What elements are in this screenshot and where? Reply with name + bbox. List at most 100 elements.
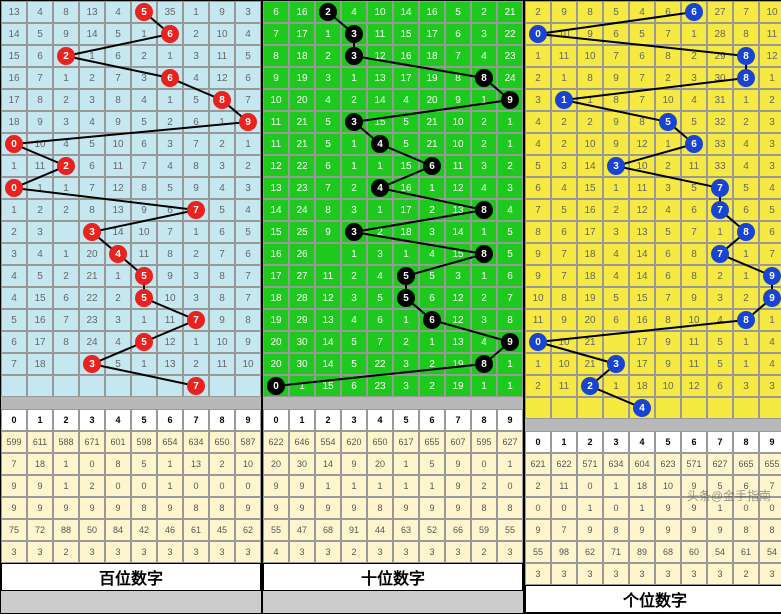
stat-cell: 63 [393, 519, 419, 541]
cell: 5 [497, 221, 523, 243]
trend-ball: 5 [397, 289, 415, 307]
stat-cell: 68 [655, 541, 681, 563]
stat-cell: 8 [733, 519, 759, 541]
cell: 15 [393, 155, 419, 177]
stat-cell: 620 [341, 431, 367, 453]
stat-header: 2 [315, 409, 341, 431]
stat-cell: 3 [315, 541, 341, 563]
stat-header: 0 [263, 409, 289, 431]
cell: 6 [209, 221, 235, 243]
cell: 11 [315, 265, 341, 287]
stats-block: 0123456789599611588671601598654634650587… [1, 409, 261, 563]
cell: 11 [759, 23, 781, 45]
cell: 21 [79, 265, 105, 287]
cell [733, 397, 759, 419]
stat-cell: 3 [629, 563, 655, 585]
cell: 5 [629, 23, 655, 45]
cell: 1 [183, 331, 209, 353]
cell: 2 [157, 111, 183, 133]
stat-cell: 9 [577, 519, 603, 541]
cell: 19 [445, 375, 471, 397]
cell: 4 [629, 1, 655, 23]
cell: 6 [315, 155, 341, 177]
cell: 1 [53, 243, 79, 265]
cell: 8 [209, 287, 235, 309]
cell: 8 [53, 1, 79, 23]
cell: 2 [341, 89, 367, 111]
cell: 12 [315, 287, 341, 309]
cell: 1 [655, 133, 681, 155]
stat-cell: 30 [289, 453, 315, 475]
cell: 5 [551, 199, 577, 221]
cell: 27 [289, 265, 315, 287]
trend-ball: 2 [581, 377, 599, 395]
cell: 1 [733, 331, 759, 353]
cell [1, 375, 27, 397]
cell: 9 [183, 177, 209, 199]
cell: 10 [367, 1, 393, 23]
cell: 7 [525, 199, 551, 221]
cell: 12 [759, 45, 781, 67]
stat-cell: 18 [27, 453, 53, 475]
cell: 3 [341, 287, 367, 309]
cell: 3 [209, 155, 235, 177]
trend-ball: 9 [239, 113, 257, 131]
cell: 5 [655, 221, 681, 243]
stat-cell: 9 [27, 497, 53, 519]
stat-cell: 8 [497, 497, 523, 519]
cell: 11 [551, 375, 577, 397]
cell: 6 [53, 287, 79, 309]
cell [603, 397, 629, 419]
cell: 5 [733, 177, 759, 199]
trend-ball: 5 [135, 267, 153, 285]
cell: 2 [759, 89, 781, 111]
trend-ball: 0 [5, 179, 23, 197]
cell: 6 [341, 375, 367, 397]
cell: 1 [759, 67, 781, 89]
stat-header: 5 [131, 409, 157, 431]
stat-cell: 72 [27, 519, 53, 541]
cell: 11 [681, 331, 707, 353]
trend-ball: 3 [83, 355, 101, 373]
cell: 4 [1, 265, 27, 287]
stat-cell: 8 [105, 453, 131, 475]
stat-cell: 571 [577, 453, 603, 475]
cell: 6 [655, 1, 681, 23]
cell: 27 [707, 1, 733, 23]
cell [577, 397, 603, 419]
cell: 3 [79, 89, 105, 111]
stat-cell: 3 [1, 541, 27, 563]
cell: 20 [79, 243, 105, 265]
cell: 5 [603, 1, 629, 23]
trend-ball: 9 [763, 267, 781, 285]
cell: 3 [759, 375, 781, 397]
stat-cell: 4 [263, 541, 289, 563]
trend-ball: 3 [345, 47, 363, 65]
cell: 1 [367, 199, 393, 221]
stat-cell: 622 [551, 453, 577, 475]
cell: 3 [235, 177, 261, 199]
cell: 1 [497, 111, 523, 133]
cell: 10 [235, 353, 261, 375]
stat-cell: 1 [157, 453, 183, 475]
cell: 6 [603, 23, 629, 45]
cell: 10 [655, 89, 681, 111]
trend-ball: 7 [711, 179, 729, 197]
cell: 2 [471, 111, 497, 133]
stat-cell: 10 [655, 475, 681, 497]
cell [707, 397, 733, 419]
cell: 6 [525, 177, 551, 199]
cell: 1 [603, 177, 629, 199]
cell: 3 [105, 309, 131, 331]
cell: 11 [209, 353, 235, 375]
cell: 3 [157, 133, 183, 155]
stat-header: 2 [53, 409, 79, 431]
cell: 12 [209, 67, 235, 89]
stat-cell: 2 [53, 541, 79, 563]
cell: 8 [681, 243, 707, 265]
cell: 3 [393, 375, 419, 397]
cell: 21 [289, 133, 315, 155]
stat-cell: 0 [209, 475, 235, 497]
cell: 5 [1, 309, 27, 331]
stat-cell: 9 [419, 497, 445, 519]
